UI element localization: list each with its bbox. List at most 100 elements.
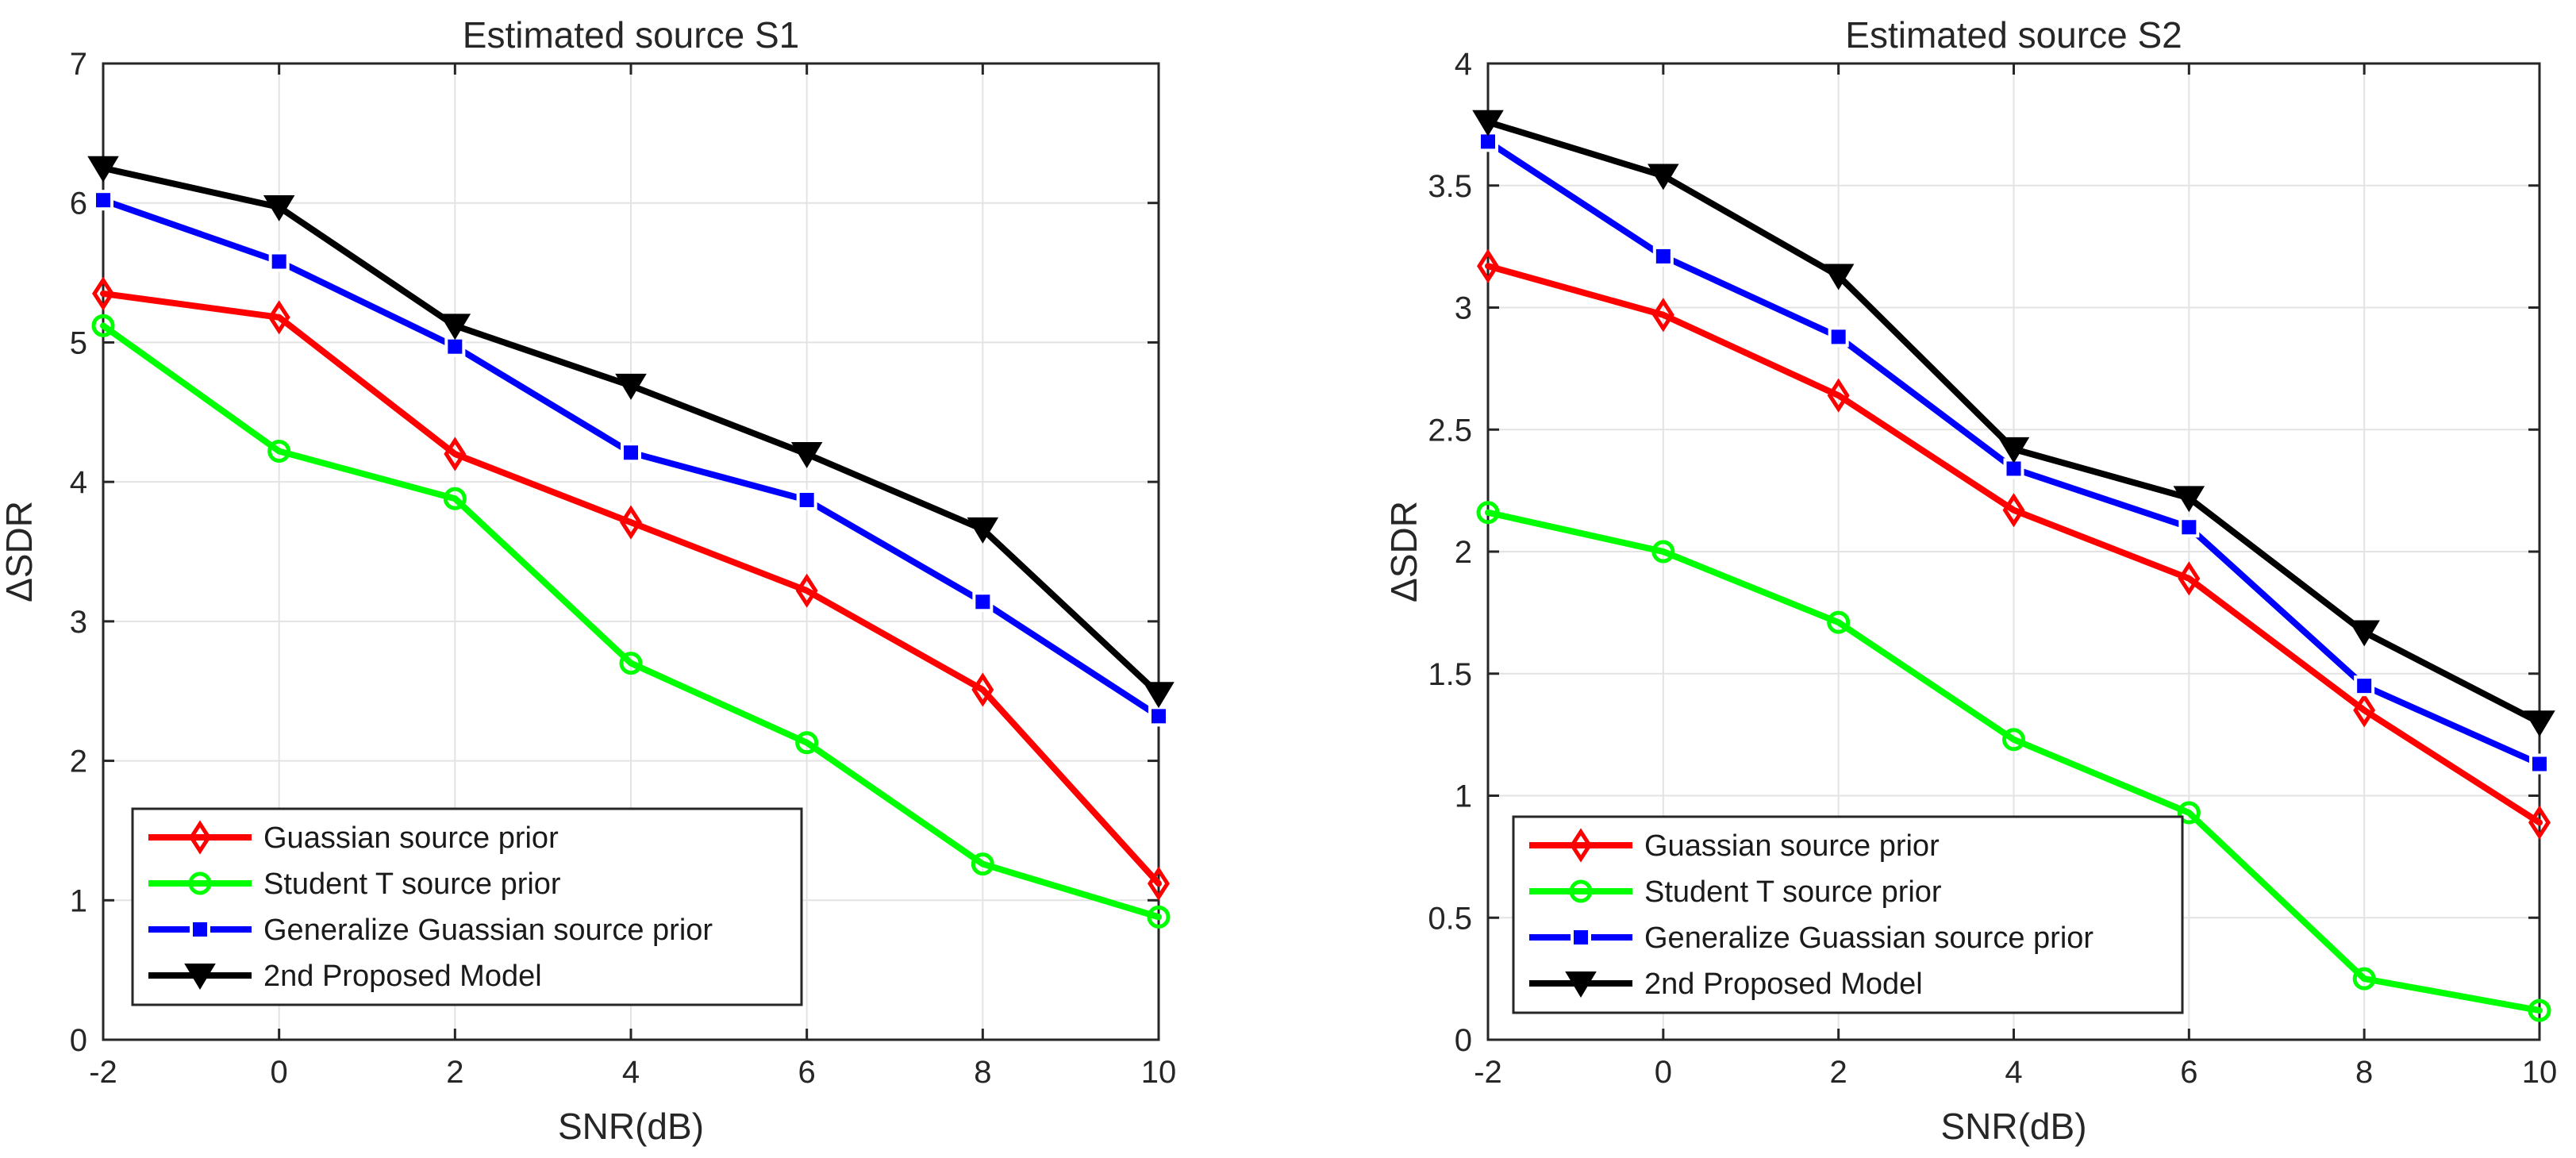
data-point-circle	[2352, 967, 2376, 991]
data-point-circle	[1827, 610, 1851, 634]
x-tick-label: 8	[2355, 1055, 2373, 1090]
x-axis-label: SNR(dB)	[1940, 1106, 2086, 1147]
x-tick-label: 2	[1830, 1055, 1847, 1090]
data-point-triangle-down	[439, 314, 471, 340]
y-tick-label: 2	[70, 744, 87, 779]
legend-label: 2nd Proposed Model	[263, 960, 542, 993]
legend: Guassian source prior Student T source pr…	[131, 807, 803, 1006]
data-point-square	[2529, 753, 2550, 775]
data-point-square	[444, 336, 466, 357]
y-tick-label: 6	[70, 187, 87, 221]
x-tick-label: 10	[2522, 1055, 2558, 1090]
series-1	[1477, 248, 2551, 840]
y-axis-label: ΔSDR	[1383, 501, 1424, 602]
y-tick-label: 1	[1455, 779, 1472, 814]
legend-marker-circle	[1569, 879, 1593, 903]
data-point-diamond	[267, 300, 290, 335]
data-point-circle	[2177, 801, 2201, 825]
x-tick-label: 8	[974, 1055, 991, 1090]
data-point-circle	[1147, 905, 1171, 929]
series-4	[1472, 110, 2555, 737]
legend-box	[131, 807, 803, 1006]
data-point-triangle-down	[2524, 710, 2555, 737]
series-line	[1485, 509, 2543, 1014]
x-tick-label: 0	[1655, 1055, 1672, 1090]
data-point-triangle-down	[87, 156, 119, 183]
data-point-square	[972, 591, 994, 613]
legend-marker-circle	[188, 871, 212, 895]
data-point-triangle-down	[967, 517, 999, 544]
series-line	[100, 290, 1162, 887]
data-point-square	[1148, 706, 1169, 727]
data-point-diamond	[2002, 493, 2025, 528]
x-tick-label: 10	[1141, 1055, 1177, 1090]
y-tick-label: 0.5	[1428, 901, 1472, 936]
legend-box	[1512, 815, 2184, 1014]
series-3	[1478, 131, 2550, 775]
data-point-diamond	[1651, 298, 1674, 333]
data-point-circle	[443, 487, 467, 510]
data-point-square	[621, 442, 641, 464]
y-tick-label: 0	[1455, 1023, 1472, 1058]
data-point-circle	[1476, 501, 1500, 525]
y-tick-label: 5	[70, 325, 87, 360]
data-point-circle	[619, 652, 643, 675]
x-tick-label: 4	[622, 1055, 640, 1090]
data-point-square	[93, 190, 113, 211]
legend-marker-square	[190, 919, 210, 940]
y-tick-label: 7	[70, 47, 87, 82]
series-line	[1485, 263, 2543, 826]
data-point-triangle-down	[1997, 437, 2030, 464]
data-point-circle	[2002, 728, 2025, 752]
legend-label: 2nd Proposed Model	[1644, 968, 1923, 1001]
y-tick-label: 1.5	[1428, 657, 1472, 692]
data-point-circle	[795, 731, 819, 755]
legend-marker-square	[1571, 927, 1591, 948]
data-point-diamond	[971, 672, 994, 707]
data-point-diamond	[92, 276, 114, 311]
series-2	[91, 314, 1171, 929]
chart-title: Estimated source S2	[1845, 14, 2182, 56]
legend-marker-diamond	[189, 820, 211, 855]
x-tick-label: -2	[1474, 1055, 1502, 1090]
data-point-triangle-down	[2173, 486, 2205, 513]
data-point-triangle-down	[1472, 110, 1504, 137]
data-point-square	[796, 489, 817, 510]
series-2	[1476, 501, 2551, 1022]
y-tick-label: 1	[70, 883, 87, 918]
series-1	[92, 276, 1170, 901]
y-axis-label: ΔSDR	[0, 501, 40, 602]
y-tick-label: 2.5	[1428, 413, 1472, 448]
legend-label: Guassian source prior	[263, 821, 559, 855]
data-point-triangle-down	[790, 442, 823, 468]
x-tick-label: 2	[446, 1055, 463, 1090]
legend-label: Generalize Guassian source prior	[263, 914, 713, 947]
data-point-diamond	[1827, 378, 1850, 413]
data-point-circle	[971, 852, 994, 876]
legend-label: Guassian source prior	[1644, 829, 1940, 863]
data-point-square	[268, 251, 290, 272]
data-point-diamond	[1477, 248, 1499, 283]
y-tick-label: 3.5	[1428, 169, 1472, 204]
data-point-square	[2178, 517, 2200, 538]
legend-marker-diamond	[1570, 828, 1592, 863]
data-point-square	[2354, 675, 2375, 697]
data-point-diamond	[795, 573, 818, 608]
data-point-circle	[1651, 540, 1675, 564]
x-tick-label: 6	[798, 1055, 816, 1090]
y-tick-label: 2	[1455, 535, 1472, 570]
data-point-circle	[91, 314, 115, 337]
data-point-diamond	[444, 437, 467, 471]
data-point-diamond	[2178, 561, 2201, 596]
y-tick-label: 4	[1455, 47, 1472, 82]
y-tick-label: 4	[70, 465, 87, 500]
y-tick-label: 0	[70, 1023, 87, 1058]
data-point-circle	[2528, 998, 2551, 1022]
legend-label: Student T source prior	[1644, 875, 1942, 909]
legend-label: Generalize Guassian source prior	[1644, 921, 2093, 955]
data-point-diamond	[1148, 866, 1170, 901]
data-point-square	[1828, 326, 1849, 348]
series-3	[93, 190, 1169, 727]
